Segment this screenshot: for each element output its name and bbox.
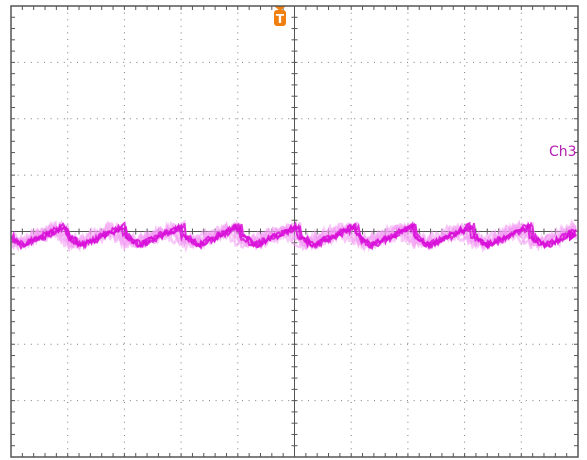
channel-3-label: Ch3 [549,144,577,160]
screen-frame [10,5,579,458]
channel-3-level-marker [569,229,577,242]
trigger-arrow [274,6,286,11]
trigger-marker-icon [274,10,286,26]
markers: T [274,6,577,242]
trace-main [11,220,577,251]
trigger-marker-label: T [276,12,285,26]
channel-3-trace [10,218,578,254]
